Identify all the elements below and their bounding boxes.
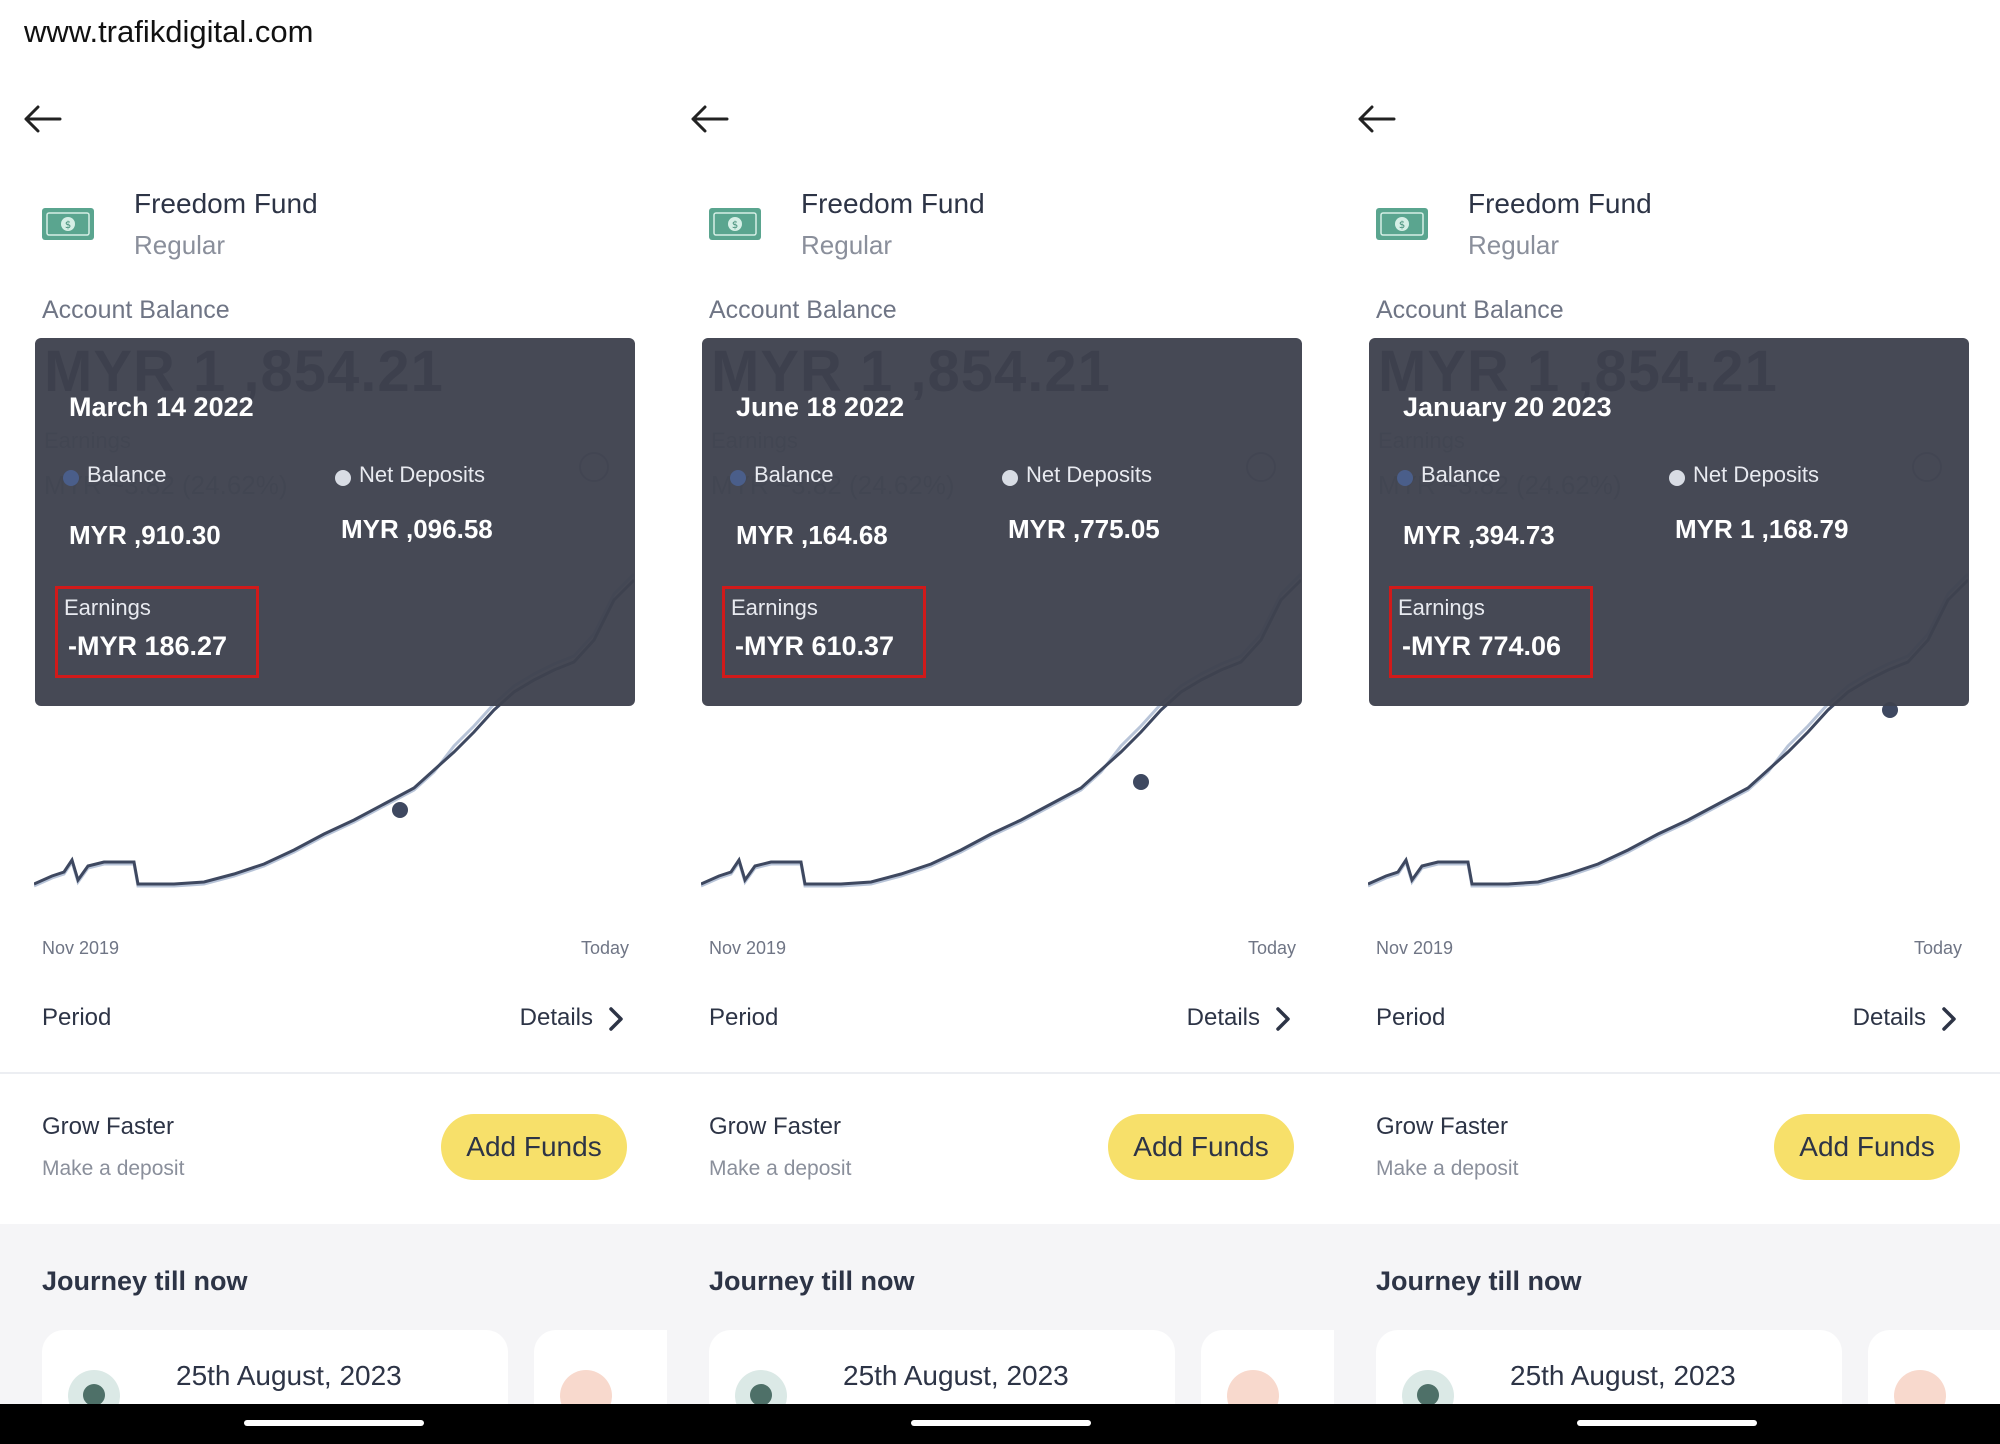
money-bill-icon: $	[42, 208, 94, 240]
section-divider	[0, 1072, 667, 1074]
journey-title: Journey till now	[42, 1266, 248, 1296]
system-nav-bar	[1334, 1404, 2000, 1444]
money-bill-icon: $	[709, 208, 761, 240]
grow-faster-title: Grow Faster	[1376, 1113, 1509, 1140]
grow-faster-subtitle: Make a deposit	[1376, 1157, 1519, 1180]
grow-faster-subtitle: Make a deposit	[709, 1157, 852, 1180]
details-link[interactable]: Details	[519, 1004, 593, 1031]
earnings-highlight-box: Earnings -MYR 610.37	[722, 586, 926, 678]
journey-card-date: 25th August, 2023	[1510, 1360, 1736, 1391]
svg-text:$: $	[732, 220, 738, 231]
back-arrow-icon[interactable]	[689, 104, 729, 134]
axis-start-label: Nov 2019	[1376, 938, 1454, 958]
period-selector[interactable]: Period	[42, 1004, 112, 1031]
account-balance-label: Account Balance	[709, 296, 897, 324]
tooltip-balance-value: MYR ,910.30	[69, 520, 221, 550]
section-divider	[1334, 1072, 2000, 1074]
svg-text:$: $	[1399, 220, 1405, 231]
tooltip-earnings-value: -MYR 186.27	[68, 631, 228, 661]
tooltip-balance-label: Balance	[754, 462, 834, 487]
add-funds-button[interactable]: Add Funds	[1774, 1114, 1960, 1180]
section-divider	[667, 1072, 1334, 1074]
period-selector[interactable]: Period	[1376, 1004, 1446, 1031]
net-deposits-legend-dot	[1669, 470, 1685, 486]
account-balance-label: Account Balance	[42, 296, 230, 324]
tooltip-balance-value: MYR ,394.73	[1403, 520, 1555, 550]
fund-type: Regular	[801, 230, 893, 260]
grow-faster-title: Grow Faster	[42, 1113, 175, 1140]
tooltip-earnings-label: Earnings	[64, 595, 151, 620]
tooltip-balance-label: Balance	[87, 462, 167, 487]
home-indicator[interactable]	[910, 1420, 1091, 1426]
chevron-right-icon[interactable]	[605, 1006, 627, 1032]
back-arrow-icon[interactable]	[22, 104, 62, 134]
screen-panel-2: $ Freedom Fund Regular Account Balance M…	[667, 0, 1334, 1444]
tooltip-date: March 14 2022	[69, 392, 254, 422]
tooltip-earnings-label: Earnings	[1398, 595, 1485, 620]
tooltip-earnings-label: Earnings	[731, 595, 818, 620]
axis-end-label: Today	[580, 938, 629, 958]
home-indicator[interactable]	[1577, 1420, 1757, 1426]
tooltip-net-deposits-label: Net Deposits	[1693, 462, 1819, 487]
journey-title: Journey till now	[1376, 1266, 1582, 1296]
fund-name: Freedom Fund	[1468, 188, 1652, 219]
journey-title: Journey till now	[709, 1266, 915, 1296]
back-arrow-icon[interactable]	[1356, 104, 1396, 134]
tooltip-balance-value: MYR ,164.68	[736, 520, 888, 550]
earnings-highlight-box: Earnings -MYR 186.27	[55, 586, 259, 678]
balance-legend-dot	[63, 470, 79, 486]
axis-start-label: Nov 2019	[42, 938, 120, 958]
home-indicator[interactable]	[243, 1420, 424, 1426]
period-selector[interactable]: Period	[709, 1004, 779, 1031]
balance-legend-dot	[730, 470, 746, 486]
fund-name: Freedom Fund	[801, 188, 985, 219]
axis-end-label: Today	[1913, 938, 1962, 958]
chart-tooltip: June 18 2022 Balance Net Deposits MYR ,1…	[702, 338, 1302, 706]
chevron-right-icon[interactable]	[1272, 1006, 1294, 1032]
tooltip-net-deposits-value: MYR 1 ,168.79	[1675, 514, 1849, 544]
tooltip-net-deposits-label: Net Deposits	[359, 462, 485, 487]
journey-card-date: 25th August, 2023	[176, 1360, 402, 1391]
tooltip-net-deposits-label: Net Deposits	[1026, 462, 1152, 487]
tooltip-net-deposits-value: MYR ,096.58	[341, 514, 493, 544]
axis-start-label: Nov 2019	[709, 938, 787, 958]
journey-card-date: 25th August, 2023	[843, 1360, 1069, 1391]
tooltip-date: June 18 2022	[736, 392, 905, 422]
add-funds-button[interactable]: Add Funds	[441, 1114, 627, 1180]
details-link[interactable]: Details	[1852, 1004, 1926, 1031]
tooltip-earnings-value: -MYR 774.06	[1402, 631, 1562, 661]
fund-name: Freedom Fund	[134, 188, 318, 219]
screen-panel-1: $ Freedom Fund Regular Account Balance M…	[0, 0, 667, 1444]
tooltip-date: January 20 2023	[1403, 392, 1612, 422]
axis-end-label: Today	[1247, 938, 1296, 958]
chevron-right-icon[interactable]	[1938, 1006, 1960, 1032]
details-link[interactable]: Details	[1186, 1004, 1260, 1031]
tooltip-net-deposits-value: MYR ,775.05	[1008, 514, 1160, 544]
screen-panel-3: $ Freedom Fund Regular Account Balance M…	[1334, 0, 2000, 1444]
net-deposits-legend-dot	[335, 470, 351, 486]
net-deposits-legend-dot	[1002, 470, 1018, 486]
grow-faster-subtitle: Make a deposit	[42, 1157, 185, 1180]
fund-type: Regular	[1468, 230, 1560, 260]
tooltip-earnings-value: -MYR 610.37	[735, 631, 895, 661]
earnings-highlight-box: Earnings -MYR 774.06	[1389, 586, 1593, 678]
balance-legend-dot	[1397, 470, 1413, 486]
chart-tooltip: March 14 2022 Balance Net Deposits MYR ,…	[35, 338, 635, 706]
system-nav-bar	[0, 1404, 667, 1444]
chart-selected-point[interactable]	[1133, 774, 1149, 790]
chart-selected-point[interactable]	[392, 802, 408, 818]
add-funds-button[interactable]: Add Funds	[1108, 1114, 1294, 1180]
watermark: www.trafikdigital.com	[24, 14, 314, 49]
tooltip-balance-label: Balance	[1421, 462, 1501, 487]
svg-text:$: $	[65, 220, 71, 231]
money-bill-icon: $	[1376, 208, 1428, 240]
account-balance-label: Account Balance	[1376, 296, 1564, 324]
grow-faster-title: Grow Faster	[709, 1113, 842, 1140]
fund-type: Regular	[134, 230, 226, 260]
chart-tooltip: January 20 2023 Balance Net Deposits MYR…	[1369, 338, 1969, 706]
chart-selected-point[interactable]	[1882, 702, 1898, 718]
system-nav-bar	[667, 1404, 1334, 1444]
